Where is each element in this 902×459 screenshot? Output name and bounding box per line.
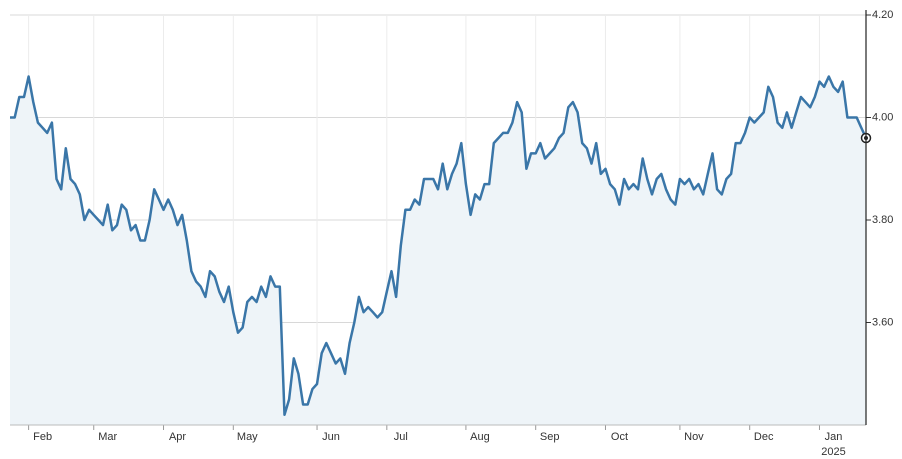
- x-tick-label: Nov: [684, 431, 704, 443]
- price-line: [10, 75, 868, 417]
- area-fill: [10, 76, 866, 425]
- y-tick-label: 4.20: [872, 9, 893, 21]
- x-tick-label: Sep: [540, 431, 560, 443]
- y-tick-label: 3.60: [872, 316, 893, 328]
- x-tick-label: Feb: [33, 431, 52, 443]
- x-tick-label: Jun: [322, 431, 340, 443]
- x-tick-label: Apr: [169, 431, 186, 443]
- x-tick-label: Oct: [611, 431, 628, 443]
- y-tick-label: 4.00: [872, 111, 893, 123]
- x-tick-label: Jul: [394, 431, 408, 443]
- x-tick-label: Mar: [98, 431, 117, 443]
- x-tick-label: May: [237, 431, 258, 443]
- x-tick-label: Jan: [825, 431, 843, 443]
- year-label: 2025: [821, 446, 845, 458]
- x-tick-label: Aug: [470, 431, 490, 443]
- x-tick-label: Dec: [754, 431, 774, 443]
- y-tick-label: 3.80: [872, 214, 893, 226]
